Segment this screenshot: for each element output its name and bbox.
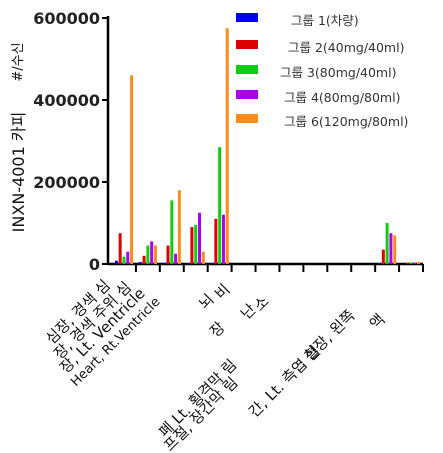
legend-swatch-group1 <box>236 13 258 22</box>
bar <box>405 262 409 264</box>
legend-item-group1: 그룹 1(차량) <box>236 10 440 28</box>
bar <box>130 75 134 265</box>
bar <box>190 227 194 264</box>
bar <box>186 263 190 264</box>
legend-label-group1: 그룹 1(차량) <box>291 13 359 28</box>
bar <box>122 256 126 264</box>
y-tick-label: 600000 <box>33 9 100 28</box>
bar <box>166 245 170 264</box>
bar <box>162 262 166 264</box>
bar <box>218 147 222 264</box>
bar <box>153 245 157 264</box>
x-tick-label: 장 <box>206 318 229 341</box>
bar <box>174 253 178 264</box>
y-tick-label: 200000 <box>33 173 100 192</box>
x-tick-label: 액 <box>366 310 388 332</box>
y-axis-unit: #/수신 <box>11 42 26 81</box>
bar <box>210 263 214 264</box>
bar <box>225 28 229 264</box>
legend-label-group3: 그룹 3(80mg/40ml) <box>280 65 397 80</box>
legend-label-group4: 그룹 4(80mg/80ml) <box>284 90 401 105</box>
x-tick-label: 비 <box>211 280 233 302</box>
bar <box>118 233 122 264</box>
legend-item-group4: 그룹 4(80mg/80ml) <box>236 87 440 105</box>
legend-item-group6: 그룹 6(120mg/80ml) <box>236 111 440 129</box>
legend-swatch-group4 <box>236 90 258 99</box>
bar <box>150 241 154 264</box>
bar <box>385 223 389 264</box>
bar <box>177 190 181 264</box>
x-tick-label: 신장, 왼쪽 <box>300 306 359 365</box>
legend-swatch-group2 <box>236 40 258 49</box>
bar <box>214 218 218 264</box>
bar <box>221 214 225 264</box>
y-tick-label: 400000 <box>33 91 100 110</box>
bar <box>393 235 397 264</box>
bar <box>409 262 413 264</box>
legend-swatch-group6 <box>236 114 258 123</box>
bar <box>146 245 150 264</box>
legend-label-group2: 그룹 2(40mg/40ml) <box>288 40 405 55</box>
bar <box>378 263 382 264</box>
bar <box>201 251 205 264</box>
bar <box>138 261 142 264</box>
legend-item-group3: 그룹 3(80mg/40ml) <box>236 62 440 80</box>
bar <box>389 233 393 264</box>
bar <box>381 249 385 264</box>
bar <box>170 200 174 264</box>
legend-swatch-group3 <box>236 65 258 74</box>
bar <box>413 262 417 264</box>
legend-label-group6: 그룹 6(120mg/80ml) <box>284 114 409 129</box>
bar <box>198 212 202 264</box>
y-tick-label: 0 <box>89 255 100 274</box>
bar <box>126 251 130 264</box>
y-axis-label: INXN-4001 카피 <box>9 112 28 233</box>
bar <box>142 255 146 264</box>
bar <box>417 261 421 264</box>
bar <box>194 225 198 264</box>
bar <box>114 260 118 264</box>
legend-item-group2: 그룹 2(40mg/40ml) <box>236 37 440 55</box>
